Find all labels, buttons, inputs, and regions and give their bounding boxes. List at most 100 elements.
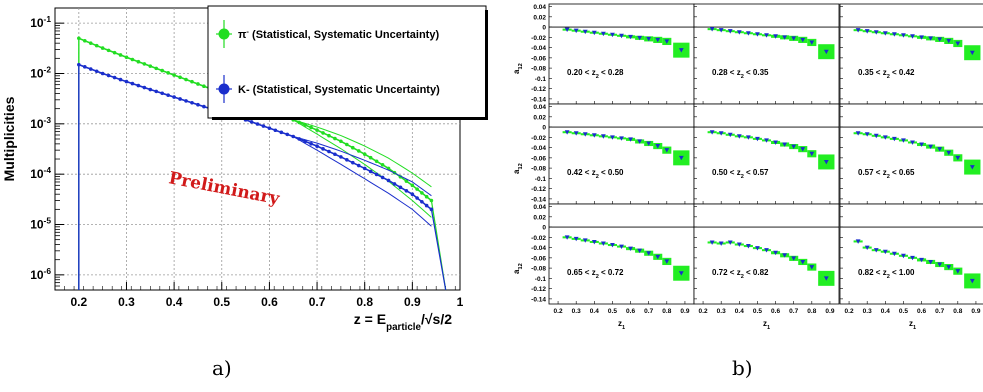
pion-point <box>368 155 373 160</box>
y-tick-label: 0.04 <box>533 204 546 211</box>
kaon-point <box>82 65 87 69</box>
data-point <box>773 34 778 39</box>
data-point <box>864 132 870 137</box>
y-tick-label: 0.04 <box>533 4 546 11</box>
x-tick-label: 0.9 <box>825 308 834 315</box>
x-axis-title: z1 <box>763 319 770 331</box>
kaon-point <box>255 122 260 126</box>
y-tick-label: 0.04 <box>533 104 546 111</box>
kaon-point <box>112 75 117 80</box>
data-point <box>600 134 606 139</box>
data-point <box>664 39 670 44</box>
kaon-point <box>374 172 379 177</box>
pion-point <box>130 57 135 62</box>
x-tick-label: 0.2 <box>845 308 854 315</box>
y-tick-label: 0.02 <box>533 14 546 21</box>
kaon-point <box>309 141 313 146</box>
x-tick-label: 0.5 <box>608 308 617 315</box>
x-tick-label: 0.3 <box>118 295 135 309</box>
data-point <box>646 251 652 256</box>
pion-point <box>410 183 415 188</box>
kaon-point <box>362 166 367 171</box>
pion-point <box>362 152 367 156</box>
data-point <box>882 249 888 255</box>
data-point <box>573 28 579 34</box>
data-point <box>773 140 778 145</box>
data-point <box>619 244 624 249</box>
asym-panel: 0.28 < z2 < 0.35 <box>693 3 840 105</box>
data-point <box>919 35 924 40</box>
y-axis-title: Multiplicities <box>1 96 17 181</box>
data-point <box>573 131 579 136</box>
asym-panel: 0.42 < z2 < 0.50 0.04 0.02 0 -0.02 -0.04 -0.06… <box>512 103 695 205</box>
pion-point <box>297 120 301 125</box>
legend: π- (Statistical, Systematic Uncertainty)… <box>207 5 488 120</box>
caption-b: b) <box>732 356 753 380</box>
x-tick-label: 0.8 <box>662 308 671 315</box>
data-point <box>800 37 806 43</box>
pion-point <box>77 36 81 41</box>
asym-panel: 0.72 < z2 < 0.82 0.2 0.3 0.4 0.5 0.6 0.7 0.8 0.9… <box>693 203 840 331</box>
x-tick-label: 0.7 <box>644 308 653 315</box>
kaon-point <box>392 182 397 186</box>
data-point <box>791 144 797 149</box>
kaon-point <box>178 97 182 101</box>
y-tick-label: -0.14 <box>531 296 546 303</box>
data-point <box>591 239 597 245</box>
bin-label: 0.42 < z2 < 0.50 <box>567 168 624 180</box>
pion-point <box>374 159 379 164</box>
y-tick-label: 0 <box>542 125 546 132</box>
bin-label: 0.35 < z2 < 0.42 <box>858 68 915 80</box>
data-point <box>582 238 588 243</box>
data-point <box>619 33 624 39</box>
data-point <box>809 151 815 157</box>
x-tick-label: 0.6 <box>261 295 278 309</box>
x-tick-label: 0.2 <box>70 295 87 309</box>
asym-panel: 0.65 < z2 < 0.72 0.04 0.02 0 -0.02 -0.04 -0.06… <box>512 203 695 331</box>
y-tick-label: 10-4 <box>30 165 51 181</box>
x-tick-label: 0.5 <box>899 308 908 315</box>
pion-legend-marker <box>218 28 230 40</box>
data-point <box>864 29 870 34</box>
pion-point <box>420 191 424 195</box>
data-point <box>891 136 897 142</box>
data-point <box>610 243 615 248</box>
data-point <box>582 29 588 35</box>
data-point <box>600 31 606 37</box>
pion-point <box>415 187 419 191</box>
data-point <box>809 40 815 45</box>
panel-frame <box>548 3 695 105</box>
x-tick-label: 0.7 <box>935 308 944 315</box>
data-point <box>901 138 906 143</box>
bin-label: 0.72 < z2 < 0.82 <box>712 268 769 280</box>
data-point <box>937 147 943 152</box>
data-point <box>637 35 643 41</box>
kaon-point <box>410 192 415 197</box>
data-point <box>764 248 769 253</box>
y-tick-label: 0.02 <box>533 114 546 121</box>
pion-point <box>303 123 307 127</box>
kaon-point <box>202 104 206 109</box>
data-point <box>946 150 952 156</box>
kaon-point <box>339 155 343 159</box>
data-point <box>791 36 797 41</box>
x-tick-label: 0.2 <box>554 308 563 315</box>
data-point <box>782 253 788 258</box>
kaon-point <box>303 139 307 144</box>
data-point <box>655 37 661 43</box>
pion-point <box>356 149 361 153</box>
asym-panel: 0.82 < z2 < 1.00 0.2 0.3 0.4 0.5 0.6 0.7 0.8 0.9… <box>839 203 983 331</box>
data-point <box>709 130 715 135</box>
data-point <box>718 28 724 33</box>
pion-point <box>118 53 123 57</box>
pion-point <box>333 136 337 141</box>
pion-point <box>309 125 313 130</box>
pion-legend-label: π- (Statistical, Systematic Uncertainty) <box>238 27 439 42</box>
data-point <box>855 131 861 136</box>
x-tick-label: 0.7 <box>789 308 798 315</box>
pion-point <box>202 84 206 89</box>
pion-point <box>196 82 200 86</box>
data-point <box>873 133 879 139</box>
data-point <box>727 132 733 138</box>
pion-point <box>142 62 147 66</box>
